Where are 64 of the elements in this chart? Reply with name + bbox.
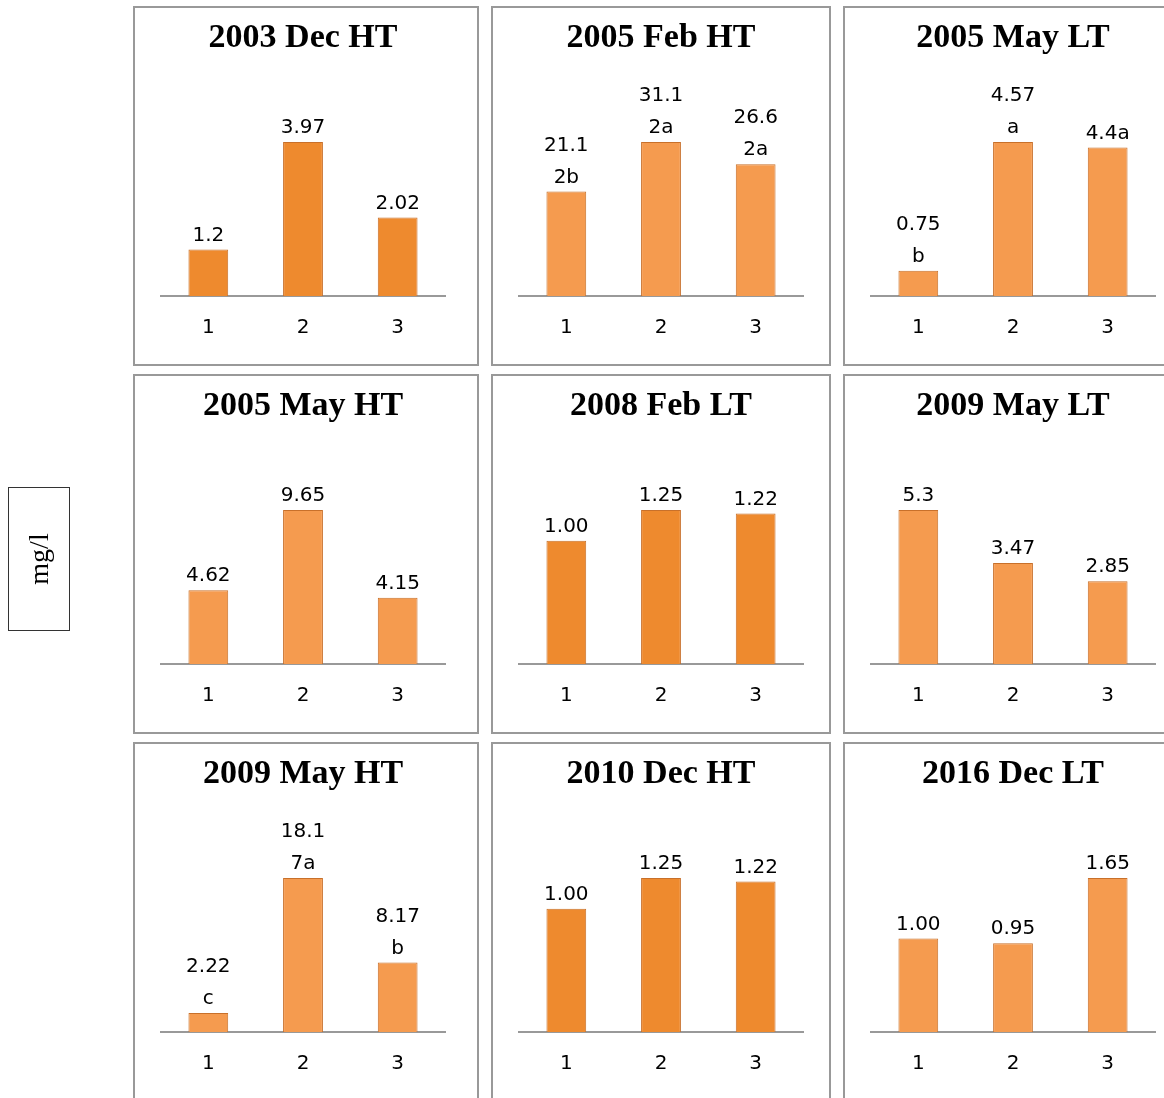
data-label: 4.57 a (990, 82, 1036, 139)
x-tick-label: 2 (654, 682, 668, 707)
data-label: 0.95 (990, 915, 1036, 940)
chart-title: 2009 May HT (202, 753, 404, 791)
x-tick-label: 2 (296, 682, 310, 707)
x-tick-label: 1 (559, 682, 573, 707)
x-tick-label: 1 (201, 682, 215, 707)
x-tick-label: 1 (911, 1050, 925, 1075)
data-label: 1.00 (544, 512, 589, 537)
x-tick-label: 2 (296, 1050, 310, 1075)
x-tick-label: 3 (1101, 682, 1115, 707)
data-label: 4.62 (186, 562, 231, 587)
x-tick-label: 1 (201, 314, 215, 339)
chart-title: 2005 May LT (916, 17, 1110, 55)
data-label: 1.22 (733, 485, 778, 510)
x-tick-label: 1 (201, 1050, 215, 1075)
data-label: 3.47 (990, 535, 1036, 560)
data-label: 1.00 (544, 880, 589, 905)
x-tick-label: 1 (559, 1050, 573, 1075)
x-tick-label: 1 (911, 682, 925, 707)
chart-title: 2016 Dec LT (922, 753, 1105, 791)
data-label: 1.25 (638, 850, 684, 875)
chart-title: 2005 May HT (202, 385, 404, 423)
data-label: 4.4a (1085, 119, 1130, 144)
x-tick-label: 1 (911, 314, 925, 339)
data-label: 1.2 (192, 221, 225, 246)
x-tick-label: 3 (749, 314, 763, 339)
chart-title: 2010 Dec HT (566, 753, 756, 791)
x-tick-label: 2 (296, 314, 310, 339)
data-label: 3.97 (280, 114, 326, 139)
x-tick-label: 3 (1101, 1050, 1115, 1075)
data-label: 31.1 2a (638, 82, 684, 139)
data-label: 2.02 (375, 189, 420, 214)
data-label: 18.1 7a (280, 818, 326, 875)
data-label: 8.17 b (375, 902, 420, 959)
x-tick-label: 3 (749, 682, 763, 707)
x-tick-label: 2 (654, 314, 668, 339)
y-axis-title: mg/l (23, 533, 55, 585)
x-tick-label: 3 (749, 1050, 763, 1075)
x-tick-label: 3 (391, 1050, 405, 1075)
data-label: 5.3 (902, 482, 935, 507)
x-tick-label: 1 (559, 314, 573, 339)
data-label: 1.22 (733, 853, 778, 878)
data-label: 1.65 (1085, 850, 1130, 875)
data-label: 21.1 2b (544, 131, 589, 188)
data-label: 2.85 (1085, 553, 1130, 578)
x-tick-label: 2 (1006, 682, 1020, 707)
data-label: 9.65 (280, 482, 326, 507)
chart-title: 2005 Feb HT (566, 17, 756, 55)
data-label: 0.75 b (896, 210, 941, 267)
x-tick-label: 2 (1006, 1050, 1020, 1075)
data-label: 4.15 (375, 569, 420, 594)
chart-title: 2008 Feb LT (569, 385, 753, 423)
x-tick-label: 3 (1101, 314, 1115, 339)
x-tick-label: 2 (654, 1050, 668, 1075)
x-tick-label: 3 (391, 314, 405, 339)
data-label: 1.25 (638, 482, 684, 507)
chart-title: 2009 May LT (916, 385, 1110, 423)
chart-title: 2003 Dec HT (208, 17, 398, 55)
data-label: 1.00 (896, 910, 941, 935)
data-label: 26.6 2a (733, 104, 778, 161)
data-label: 2.22 c (186, 953, 231, 1010)
x-tick-label: 2 (1006, 314, 1020, 339)
x-tick-label: 3 (391, 682, 405, 707)
